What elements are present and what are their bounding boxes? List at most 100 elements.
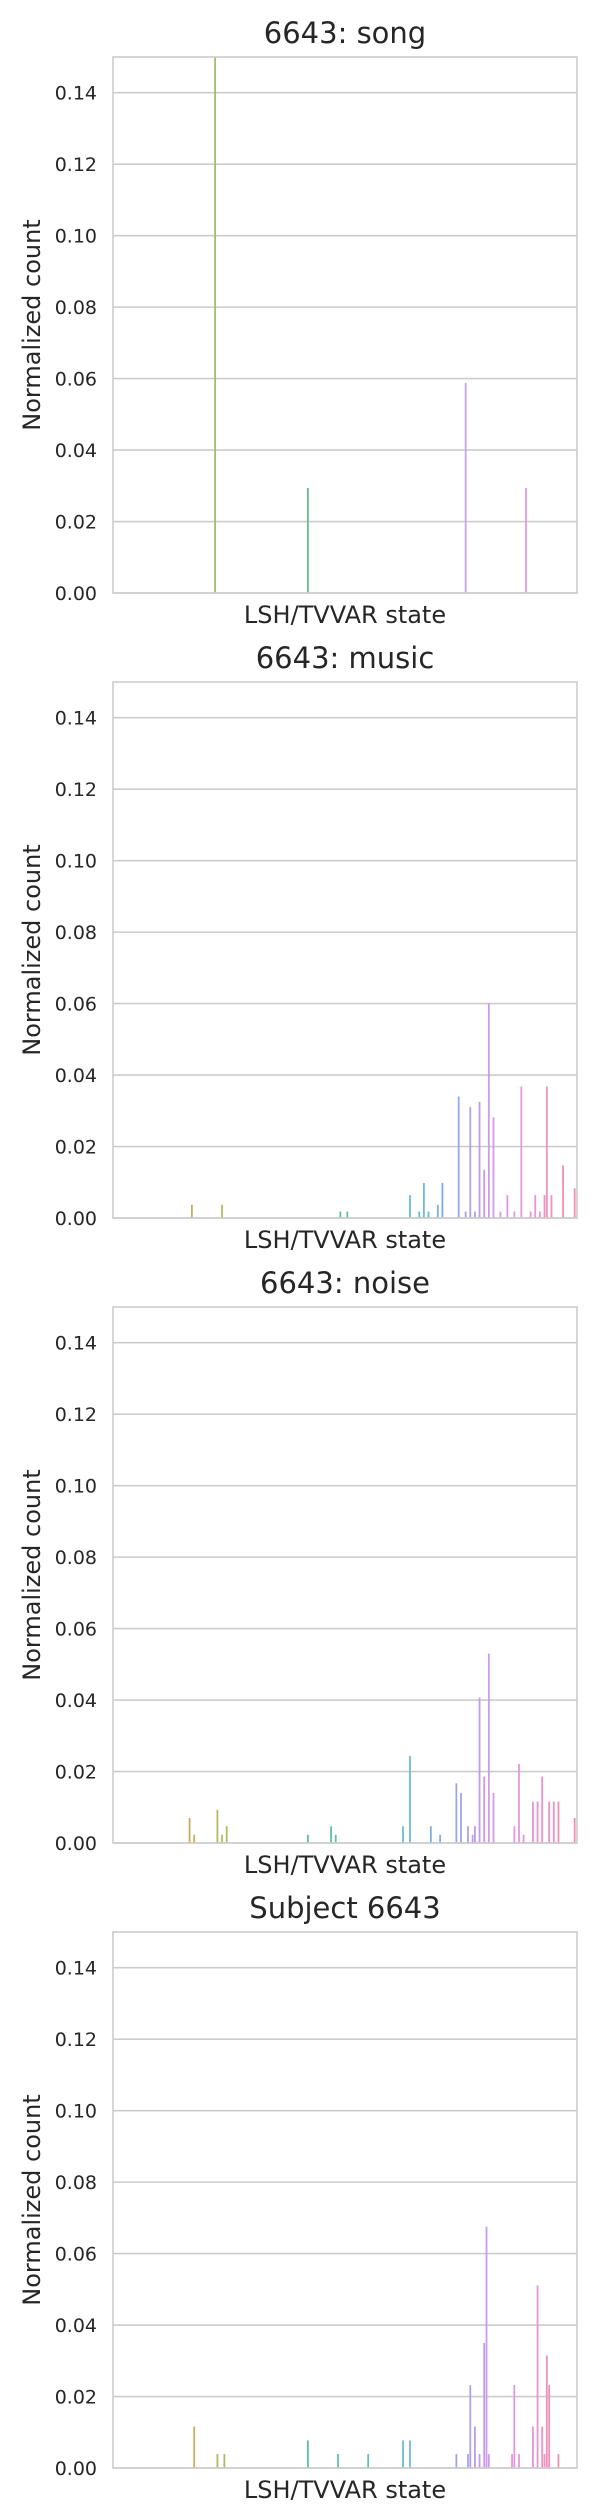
bar [455, 1783, 458, 1843]
y-tick-label: 0.10 [55, 851, 97, 873]
bar [541, 2426, 544, 2468]
bar [513, 2385, 516, 2468]
y-tick-label: 0.14 [55, 83, 97, 105]
bar [478, 1101, 481, 1218]
y-tick-label: 0.02 [55, 1137, 97, 1159]
chart-panel-song: 0.00 0.02 0.04 0.06 0.08 0.10 0.12 0.14 6643: so… [18, 16, 578, 625]
y-tick-label: 0.00 [55, 1208, 97, 1230]
y-tick-label: 0.14 [55, 708, 97, 730]
y-axis-label: Normalized count [18, 2094, 46, 2305]
bar [525, 487, 527, 593]
bar [550, 1195, 553, 1218]
bar [422, 1182, 425, 1218]
bar [506, 1195, 509, 1218]
chart-title: 6643: noise [260, 1266, 430, 1300]
bar [460, 1792, 462, 1843]
bar [536, 1801, 539, 1843]
y-tick-label: 0.02 [55, 512, 97, 534]
bar [478, 1697, 481, 1843]
bar [483, 1776, 486, 1843]
bar [221, 1834, 223, 1843]
y-tick-label: 0.14 [55, 1333, 97, 1355]
bar [306, 487, 309, 593]
bar [518, 2454, 520, 2468]
bar [474, 2426, 476, 2468]
chart-panel-music: 0.00 0.02 0.04 0.06 0.08 0.10 0.12 0.14 6643: mu… [18, 641, 578, 1250]
y-tick-label: 0.06 [55, 1619, 97, 1641]
bar [223, 2454, 226, 2468]
bar [487, 1003, 490, 1218]
y-tick-label: 0.06 [55, 2244, 97, 2266]
bar [536, 2285, 539, 2468]
bar [221, 1204, 223, 1218]
bar [529, 1211, 532, 1218]
bar [543, 1195, 546, 1218]
bar [520, 1086, 523, 1218]
bar [548, 2385, 551, 2468]
y-tick-label: 0.00 [55, 2458, 97, 2480]
bar [439, 1834, 442, 1843]
y-tick-label: 0.04 [55, 440, 97, 462]
plot-frame [112, 1931, 578, 2469]
bar [367, 2454, 370, 2468]
bar [337, 2454, 339, 2468]
bar [471, 1834, 474, 1843]
bar [334, 1834, 337, 1843]
y-axis-label: Normalized count [18, 1469, 46, 1680]
bar [541, 1776, 544, 1843]
y-tick-label: 0.06 [55, 994, 97, 1016]
y-tick-label: 0.08 [55, 2172, 97, 2194]
y-tick-label: 0.08 [55, 922, 97, 944]
bar [214, 57, 216, 593]
bar [464, 1211, 467, 1218]
bar [457, 1096, 460, 1218]
bar [418, 1211, 421, 1218]
bar [339, 1211, 342, 1218]
bar [573, 1188, 576, 1218]
y-tick-label: 0.12 [55, 154, 97, 176]
y-tick-label: 0.12 [55, 779, 97, 801]
bar [402, 2440, 404, 2468]
bar [474, 1826, 476, 1843]
bar [532, 1801, 534, 1843]
bar [225, 1826, 228, 1843]
bar [216, 2454, 219, 2468]
bar [511, 2454, 513, 2468]
bar [330, 1826, 332, 1843]
bar [562, 1165, 564, 1218]
bar [464, 382, 467, 593]
bar [487, 2454, 490, 2468]
bar [522, 1834, 525, 1843]
y-tick-label: 0.04 [55, 2315, 97, 2337]
bar [469, 1107, 472, 1218]
bar [409, 2440, 411, 2468]
bar [545, 1086, 548, 1218]
plot-frame [112, 56, 578, 594]
bar [409, 1195, 411, 1218]
y-tick-label: 0.00 [55, 1833, 97, 1855]
bar [543, 2454, 546, 2468]
bar [455, 2454, 458, 2468]
y-tick-label: 0.02 [55, 2387, 97, 2409]
y-tick-label: 0.08 [55, 297, 97, 319]
bar [427, 1211, 430, 1218]
y-tick-label: 0.00 [55, 583, 97, 605]
bar [409, 1755, 411, 1843]
bar [306, 1834, 309, 1843]
chart-title: 6643: song [264, 16, 426, 50]
y-axis-label: Normalized count [18, 219, 46, 430]
bar [193, 1834, 196, 1843]
bar [436, 1204, 439, 1218]
bar [402, 1826, 404, 1843]
bar [492, 1117, 495, 1218]
bar [513, 1826, 516, 1843]
bar [483, 2342, 486, 2468]
bar [552, 1801, 555, 1843]
chart-title: Subject 6643 [249, 1891, 440, 1925]
chart-panel-noise: 0.00 0.02 0.04 0.06 0.08 0.10 0.12 0.14 6643: no… [18, 1266, 578, 1875]
y-tick-label: 0.08 [55, 1547, 97, 1569]
y-tick-label: 0.12 [55, 1404, 97, 1426]
bar [485, 2226, 488, 2468]
bar [467, 2454, 469, 2468]
